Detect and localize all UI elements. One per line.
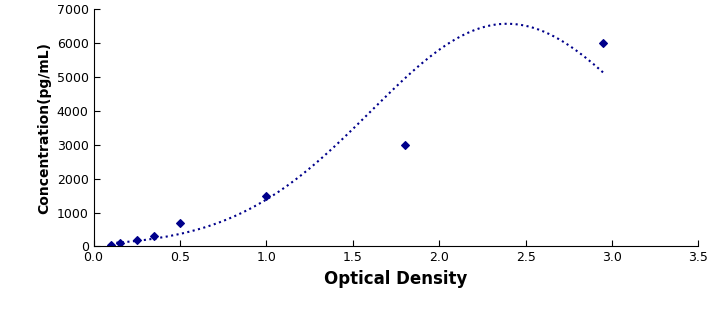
- Y-axis label: Concentration(pg/mL): Concentration(pg/mL): [37, 42, 51, 214]
- X-axis label: Optical Density: Optical Density: [324, 270, 468, 288]
